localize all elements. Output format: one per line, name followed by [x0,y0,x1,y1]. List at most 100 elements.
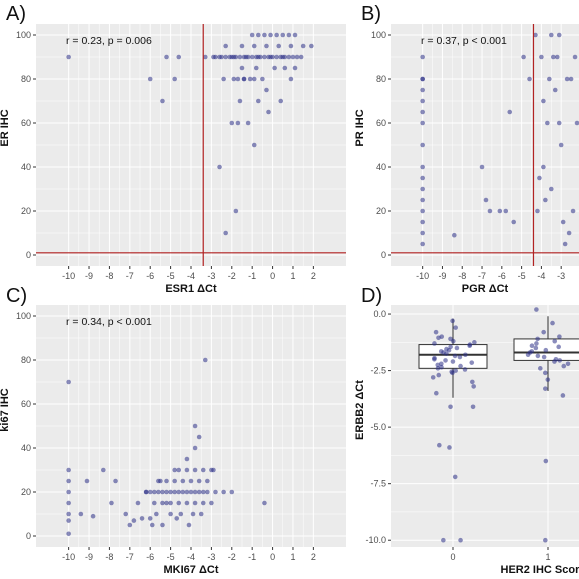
x-axis-label: MKI67 ΔCt [164,564,219,576]
data-point [527,76,532,82]
y-axis-label: ki67 IHC [0,388,11,431]
data-point [172,467,177,473]
data-point [557,358,563,363]
y-axis-label: ER IHC [0,109,11,146]
x-tick-label: -8 [105,271,113,281]
x-tick-label: -10 [416,271,429,281]
data-point [66,500,71,506]
x-tick-label: -3 [557,271,565,281]
data-point [209,500,214,506]
data-point [286,32,292,38]
correlation-annotation: r = 0.34, p < 0.001 [66,316,152,328]
data-point [223,54,228,60]
data-point [560,219,566,225]
data-point [262,500,267,506]
data-point [443,358,448,363]
data-point [278,98,284,104]
data-point [539,54,544,60]
data-point [507,109,513,115]
data-point [420,208,425,214]
x-tick-label: 1 [290,271,295,281]
data-point [454,345,460,351]
data-point [168,489,173,495]
data-point [205,478,210,484]
data-point [470,404,476,410]
x-tick-label: -3 [207,552,215,562]
data-point [436,372,442,378]
data-point [450,359,456,364]
data-point [239,65,245,71]
data-point [452,353,458,359]
data-point [113,478,118,484]
data-point [229,120,235,126]
data-point [262,32,267,38]
data-point [66,531,71,537]
data-point [288,76,294,82]
y-tick-label: 20 [21,206,31,216]
data-point [202,357,208,363]
data-point [420,197,425,203]
data-point [172,76,177,82]
data-point [444,351,449,356]
data-point [264,87,269,93]
data-point [188,478,194,484]
x-tick-label: -4 [537,271,545,281]
panel-label: D) [361,285,382,307]
data-point [160,489,165,495]
data-point [174,516,180,521]
data-point [294,54,300,60]
data-point [483,197,489,203]
data-point [556,120,562,126]
data-point [529,343,535,349]
data-point [420,175,425,181]
data-point [164,489,169,495]
data-point [151,500,157,506]
data-point [66,489,71,495]
data-point [543,537,548,543]
data-point [298,54,304,60]
data-point [188,489,194,495]
data-point [268,32,273,38]
x-tick-label: -4 [187,552,195,562]
data-point [542,370,548,376]
data-point [449,369,455,375]
data-point [178,511,184,517]
data-point [274,32,279,38]
x-tick-label: 1 [545,552,550,562]
data-point [200,467,206,473]
data-point [66,54,71,60]
data-point [164,500,169,506]
panel-4: D) 0.0 -2.5 -5.0 -7.5 -10.0 0 1 HER2 IHC Score ER… [354,285,579,576]
data-point [432,355,437,361]
data-point [550,320,555,326]
data-point [101,467,106,473]
data-point [233,208,239,214]
data-point [192,423,198,429]
data-point [471,384,476,389]
data-point [292,32,298,38]
data-point [521,54,526,60]
y-tick-label: 60 [21,399,31,409]
data-point [435,366,441,371]
data-point [123,511,129,517]
data-point [574,120,579,126]
x-tick-label: -7 [126,552,134,562]
data-point [447,445,452,450]
data-point [453,325,458,330]
data-point [184,456,190,462]
data-point [437,442,442,448]
data-point [420,120,425,126]
x-tick-label: -8 [105,552,113,562]
data-point [243,54,249,60]
data-point [90,513,96,519]
data-point [479,164,485,170]
data-point [176,54,182,60]
data-point [525,352,531,358]
data-point [180,489,186,495]
data-point [282,65,288,71]
data-point [154,511,159,517]
data-point [164,54,169,60]
data-point [184,500,190,506]
data-point [560,393,566,398]
